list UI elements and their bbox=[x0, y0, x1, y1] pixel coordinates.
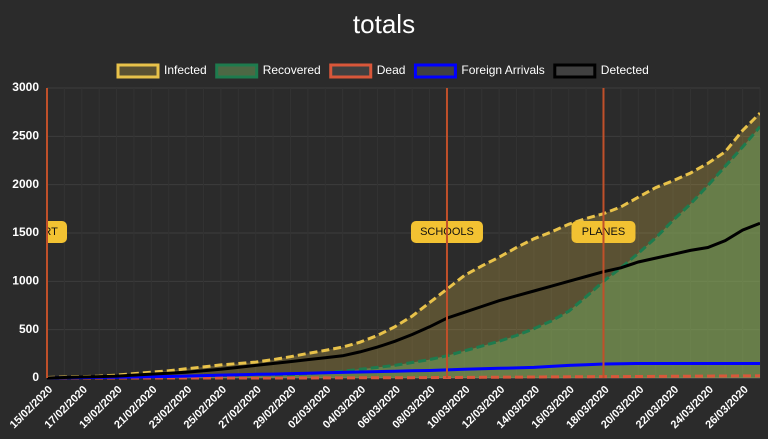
line bbox=[47, 362, 760, 380]
legend-swatch bbox=[553, 63, 597, 79]
legend-swatch bbox=[329, 63, 373, 79]
y-tick-label: 1000 bbox=[12, 274, 39, 288]
y-tick-label: 2500 bbox=[12, 129, 39, 143]
legend-label: Foreign Arrivals bbox=[461, 63, 544, 77]
line bbox=[47, 112, 760, 379]
legend-label: Dead bbox=[377, 63, 406, 77]
annotation-label: ART bbox=[36, 226, 58, 238]
line bbox=[47, 374, 760, 380]
legend-swatch bbox=[413, 63, 457, 79]
line bbox=[47, 221, 760, 380]
y-tick-label: 500 bbox=[19, 322, 39, 336]
legend-label: Infected bbox=[164, 63, 207, 77]
y-tick-label: 0 bbox=[32, 370, 39, 384]
legend-label: Recovered bbox=[263, 63, 321, 77]
legend-label: Detected bbox=[601, 63, 649, 77]
chart-title: totals bbox=[353, 9, 415, 39]
area bbox=[47, 113, 760, 378]
legend-swatch bbox=[215, 63, 259, 79]
y-tick-label: 2000 bbox=[12, 177, 39, 191]
area bbox=[47, 126, 760, 378]
legend-swatch bbox=[116, 63, 160, 79]
line bbox=[47, 125, 760, 380]
y-tick-label: 1500 bbox=[12, 225, 39, 239]
annotation-box bbox=[47, 221, 67, 243]
y-tick-label: 3000 bbox=[12, 80, 39, 94]
